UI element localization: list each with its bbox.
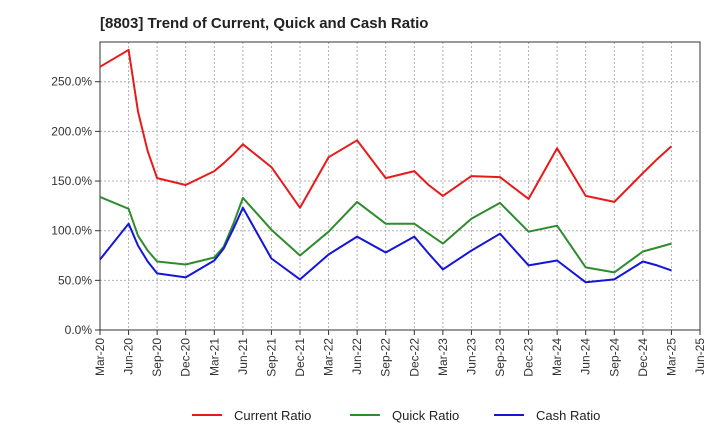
x-tick-label: Dec-24: [636, 338, 650, 377]
x-tick-label: Jun-22: [350, 338, 364, 375]
series-line-quick-ratio: [99, 195, 672, 274]
x-tick-label: Mar-21: [207, 338, 221, 376]
legend-label: Current Ratio: [234, 408, 311, 423]
x-tick-label: Mar-25: [664, 338, 678, 376]
y-tick-label: 0.0%: [65, 323, 93, 337]
x-tick-label: Sep-20: [150, 338, 164, 377]
x-tick-label: Dec-21: [293, 338, 307, 377]
x-tick-label: Mar-24: [550, 338, 564, 376]
plot-area-frame: [99, 41, 701, 331]
x-tick-label: Jun-20: [122, 338, 136, 375]
legend-label: Cash Ratio: [536, 408, 600, 423]
y-tick-label: 250.0%: [51, 75, 92, 89]
x-tick-label: Sep-24: [607, 338, 621, 377]
x-tick-label: Sep-23: [493, 338, 507, 377]
x-tick-label: Jun-25: [693, 338, 707, 375]
x-tick-label: Jun-23: [464, 338, 478, 375]
x-tick-label: Jun-21: [236, 338, 250, 375]
y-tick-label: 150.0%: [51, 174, 92, 188]
x-tick-label: Sep-22: [379, 338, 393, 377]
x-tick-label: Mar-23: [436, 338, 450, 376]
y-axis: 0.0% 50.0% 100.0% 150.0% 200.0% 250.0%: [51, 75, 100, 337]
series-lines: [99, 48, 673, 284]
x-tick-label: Mar-20: [93, 338, 107, 376]
legend-label: Quick Ratio: [392, 408, 459, 423]
y-tick-label: 50.0%: [58, 273, 92, 287]
legend: Current Ratio Quick Ratio Cash Ratio: [192, 408, 600, 423]
y-tick-label: 200.0%: [51, 124, 92, 138]
x-tick-label: Dec-20: [179, 338, 193, 377]
x-tick-label: Sep-21: [264, 338, 278, 377]
x-tick-label: Dec-22: [407, 338, 421, 377]
series-line-cash-ratio: [99, 206, 672, 284]
x-axis: Mar-20 Jun-20 Sep-20 Dec-20 Mar-21 Jun-21 Sep-…: [93, 330, 707, 377]
chart-title: [8803] Trend of Current, Quick and Cash …: [100, 15, 428, 32]
x-tick-label: Mar-22: [322, 338, 336, 376]
y-tick-label: 100.0%: [51, 224, 92, 238]
x-tick-label: Dec-23: [522, 338, 536, 377]
series-line-current-ratio: [99, 48, 673, 209]
grid-lines: [99, 42, 701, 331]
x-tick-label: Jun-24: [579, 338, 593, 375]
